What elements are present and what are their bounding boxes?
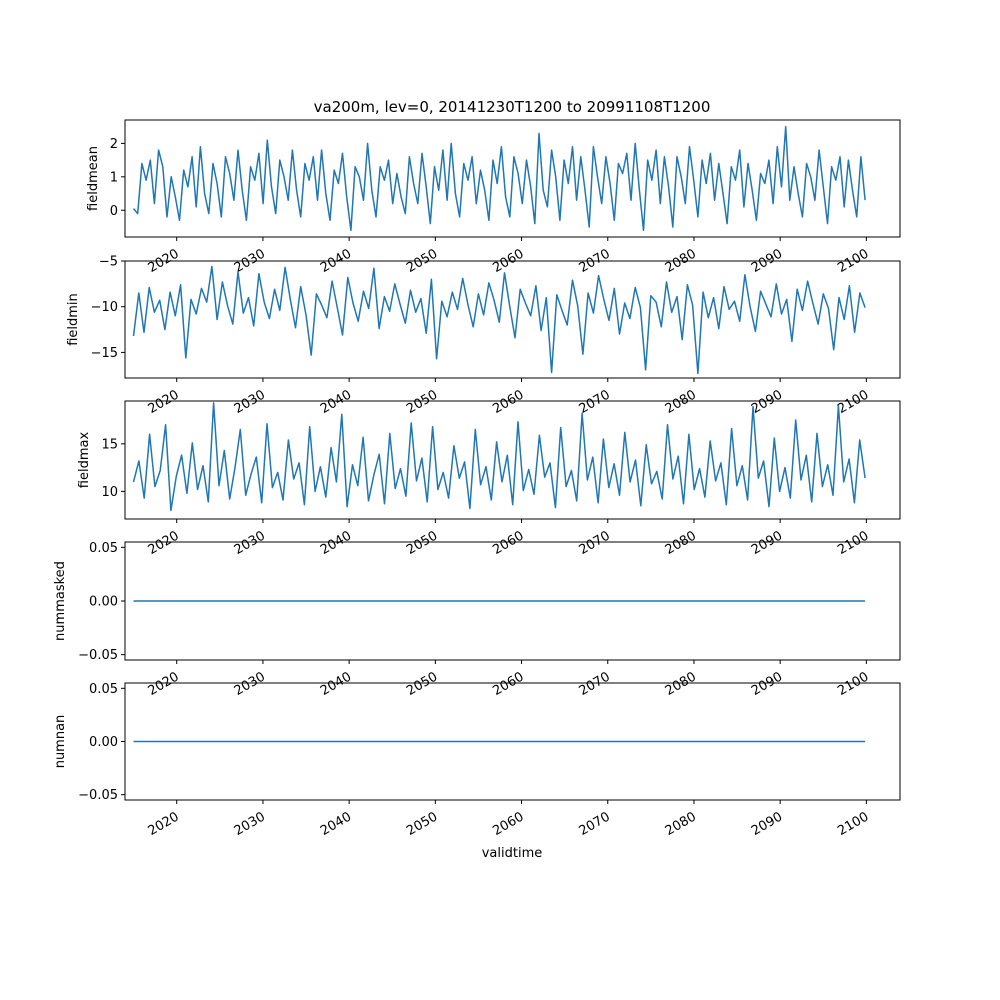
x-tick-label: 2030 <box>232 528 268 558</box>
x-tick-label: 2060 <box>490 669 526 699</box>
x-tick-label: 2080 <box>663 528 699 558</box>
axes-frame <box>124 260 901 379</box>
y-axis-label: fieldmax <box>77 432 92 489</box>
x-tick-label: 2040 <box>318 809 354 839</box>
x-tick-label: 2070 <box>577 669 613 699</box>
x-tick-label: 2040 <box>318 669 354 699</box>
x-tick-label: 2030 <box>232 809 268 839</box>
panel-nummasked: −0.05 0.00 0.05 nummasked 2020 2030 2040 2050 20… <box>53 541 901 699</box>
y-tick-label: 10 <box>101 485 118 500</box>
y-tick-label: −0.05 <box>78 648 118 663</box>
x-tick-label: 2100 <box>835 528 871 558</box>
x-tick-label: 2050 <box>404 809 440 839</box>
x-tick-label: 2050 <box>404 387 440 417</box>
x-tick-label: 2100 <box>835 669 871 699</box>
axes-frame <box>124 400 901 520</box>
figure-title: va200m, lev=0, 20141230T1200 to 20991108… <box>314 98 711 116</box>
x-tick-label: 2020 <box>146 528 182 558</box>
series-line-fieldmean <box>132 125 866 232</box>
x-tick-label: 2100 <box>835 387 871 417</box>
y-tick-label: 2 <box>110 137 118 152</box>
x-tick-label: 2040 <box>318 387 354 417</box>
x-tick-label: 2050 <box>404 669 440 699</box>
y-axis-label: fieldmean <box>86 146 101 211</box>
y-axis-label: nummasked <box>53 561 68 641</box>
panels: 0 1 2 fieldmean 2020 2030 2040 2050 2060 2070 2080… <box>53 119 901 839</box>
y-tick-label: 1 <box>110 170 118 185</box>
x-tick-label: 2080 <box>663 809 699 839</box>
y-tick-label: −15 <box>91 346 118 361</box>
x-tick-label: 2060 <box>490 387 526 417</box>
x-tick-label: 2020 <box>146 809 182 839</box>
x-tick-label: 2070 <box>577 528 613 558</box>
series-line-fieldmin <box>132 265 866 375</box>
axes-frame <box>124 119 901 238</box>
panel-fieldmin: −15 −10 −5 fieldmin 2020 2030 2040 2050 2060 2070… <box>66 255 901 417</box>
x-tick-label: 2050 <box>404 528 440 558</box>
x-tick-label: 2100 <box>835 809 871 839</box>
y-tick-label: 0.05 <box>89 682 118 697</box>
x-tick-label: 2090 <box>749 387 785 417</box>
y-tick-label: 0 <box>110 204 118 219</box>
y-tick-label: 15 <box>101 437 118 452</box>
x-axis-label: validtime <box>482 846 543 861</box>
y-tick-label: −0.05 <box>78 788 118 803</box>
y-tick-label: −10 <box>91 300 118 315</box>
y-axis-label: fieldmin <box>66 293 81 346</box>
x-tick-label: 2030 <box>232 387 268 417</box>
x-tick-label: 2070 <box>577 809 613 839</box>
x-tick-label: 2080 <box>663 669 699 699</box>
x-tick-label: 2090 <box>749 669 785 699</box>
x-tick-label: 2090 <box>749 809 785 839</box>
series-line-fieldmax <box>132 402 866 512</box>
y-tick-label: 0.00 <box>89 735 118 750</box>
x-tick-label: 2060 <box>490 809 526 839</box>
x-tick-label: 2090 <box>749 528 785 558</box>
x-tick-label: 2060 <box>490 528 526 558</box>
y-tick-label: 0.00 <box>89 595 118 610</box>
panel-fieldmax: 10 15 fieldmax 2020 2030 2040 2050 2060 2070 2080… <box>77 400 901 558</box>
y-tick-label: 0.05 <box>89 541 118 556</box>
y-tick-label: −5 <box>99 255 118 270</box>
x-tick-label: 2040 <box>318 528 354 558</box>
y-axis-label: numnan <box>53 715 68 769</box>
panel-numnan: −0.05 0.00 0.05 numnan 2020 2030 2040 2050 2060 2… <box>53 682 901 839</box>
x-tick-label: 2070 <box>577 387 613 417</box>
x-tick-label: 2080 <box>663 387 699 417</box>
x-tick-label: 2030 <box>232 669 268 699</box>
x-tick-label: 2020 <box>146 387 182 417</box>
x-tick-label: 2020 <box>146 669 182 699</box>
